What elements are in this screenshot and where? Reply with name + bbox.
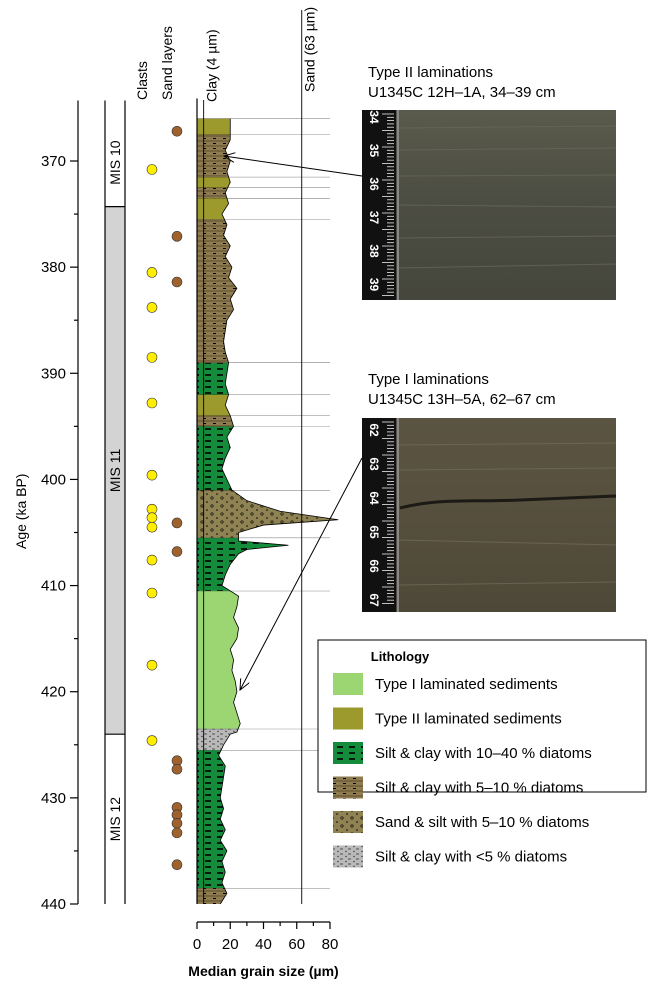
y-tick-label: 380 (41, 259, 66, 276)
reference-label: Sand (63 µm) (302, 7, 318, 92)
clast-dot (147, 660, 157, 670)
ruler-label: 36 (367, 177, 381, 191)
chart: 370380390400410420430440Age (ka BP)MIS 1… (0, 0, 656, 987)
clast-dot (147, 352, 157, 362)
x-tick-label: 40 (255, 936, 272, 953)
x-tick-label: 80 (322, 936, 339, 953)
legend-label: Sand & silt with 5–10 % diatoms (375, 814, 589, 831)
ruler-label: 39 (367, 278, 381, 292)
y-tick-label: 410 (41, 578, 66, 595)
sand-layer-dot (172, 764, 182, 774)
clast-dot (147, 736, 157, 746)
y-tick-label: 420 (41, 684, 66, 701)
page: 370380390400410420430440Age (ka BP)MIS 1… (0, 0, 656, 987)
x-tick-label: 20 (222, 936, 239, 953)
photo-subtitle: U1345C 12H–1A, 34–39 cm (368, 84, 556, 101)
ruler-label: 65 (367, 525, 381, 539)
reference-label: Clay (4 µm) (204, 29, 220, 102)
ruler-label: 35 (367, 144, 381, 158)
ruler-label: 34 (367, 110, 381, 124)
clast-dot (147, 470, 157, 480)
sand-layer-dot (172, 818, 182, 828)
stage-label: MIS 12 (107, 797, 123, 842)
photo-title: Type I laminations (368, 371, 489, 388)
clast-dot (147, 164, 157, 174)
legend-label: Silt & clay with 10–40 % diatoms (375, 745, 592, 762)
ruler-label: 63 (367, 457, 381, 471)
x-tick-label: 0 (193, 936, 201, 953)
stage-label: MIS 11 (107, 449, 123, 493)
legend-swatch (333, 708, 363, 730)
legend-swatch-pattern (333, 742, 363, 764)
legend-swatch (333, 673, 363, 695)
sand-layer-dot (172, 547, 182, 557)
sand-layer-dot (172, 518, 182, 528)
ruler-label: 66 (367, 559, 381, 573)
legend-swatch-pattern (333, 846, 363, 868)
y-tick-label: 430 (41, 790, 66, 807)
legend-label: Silt & clay with 5–10 % diatoms (375, 780, 583, 797)
sand-layer-dot (172, 126, 182, 136)
ruler-label: 64 (367, 491, 381, 505)
sand-layer-dot (172, 828, 182, 838)
legend-label: Silt & clay with <5 % diatoms (375, 849, 567, 866)
clast-dot (147, 267, 157, 277)
stage-label: MIS 10 (107, 140, 123, 185)
y-tick-label: 440 (41, 896, 66, 913)
clast-dot (147, 513, 157, 523)
y-tick-label: 370 (41, 153, 66, 170)
y-axis-label: Age (ka BP) (13, 474, 29, 549)
core-photo (362, 110, 616, 300)
legend-swatch-pattern (333, 811, 363, 833)
sand-layer-dot (172, 860, 182, 870)
clast-dot (147, 555, 157, 565)
ruler-label: 62 (367, 423, 381, 437)
clast-dot (147, 522, 157, 532)
legend-label: Type II laminated sediments (375, 711, 562, 728)
legend-label: Type I laminated sediments (375, 676, 558, 693)
core-photo (362, 418, 616, 612)
ruler-label: 38 (367, 244, 381, 258)
photo-subtitle: U1345C 13H–5A, 62–67 cm (368, 391, 556, 408)
clast-dot (147, 588, 157, 598)
x-axis-label: Median grain size (µm) (188, 963, 338, 979)
legend-title: Lithology (371, 649, 430, 664)
ruler-label: 67 (367, 593, 381, 607)
column-header: Clasts (134, 61, 150, 100)
arrow (224, 156, 362, 176)
column-header: Sand layers (159, 26, 175, 100)
x-tick-label: 60 (288, 936, 305, 953)
clast-dot (147, 302, 157, 312)
ruler-label: 37 (367, 211, 381, 225)
clast-dot (147, 398, 157, 408)
y-tick-label: 400 (41, 471, 66, 488)
sand-layer-dot (172, 277, 182, 287)
legend-swatch-pattern (333, 777, 363, 799)
photo-title: Type II laminations (368, 64, 493, 81)
sand-layer-dot (172, 231, 182, 241)
y-tick-label: 390 (41, 365, 66, 382)
